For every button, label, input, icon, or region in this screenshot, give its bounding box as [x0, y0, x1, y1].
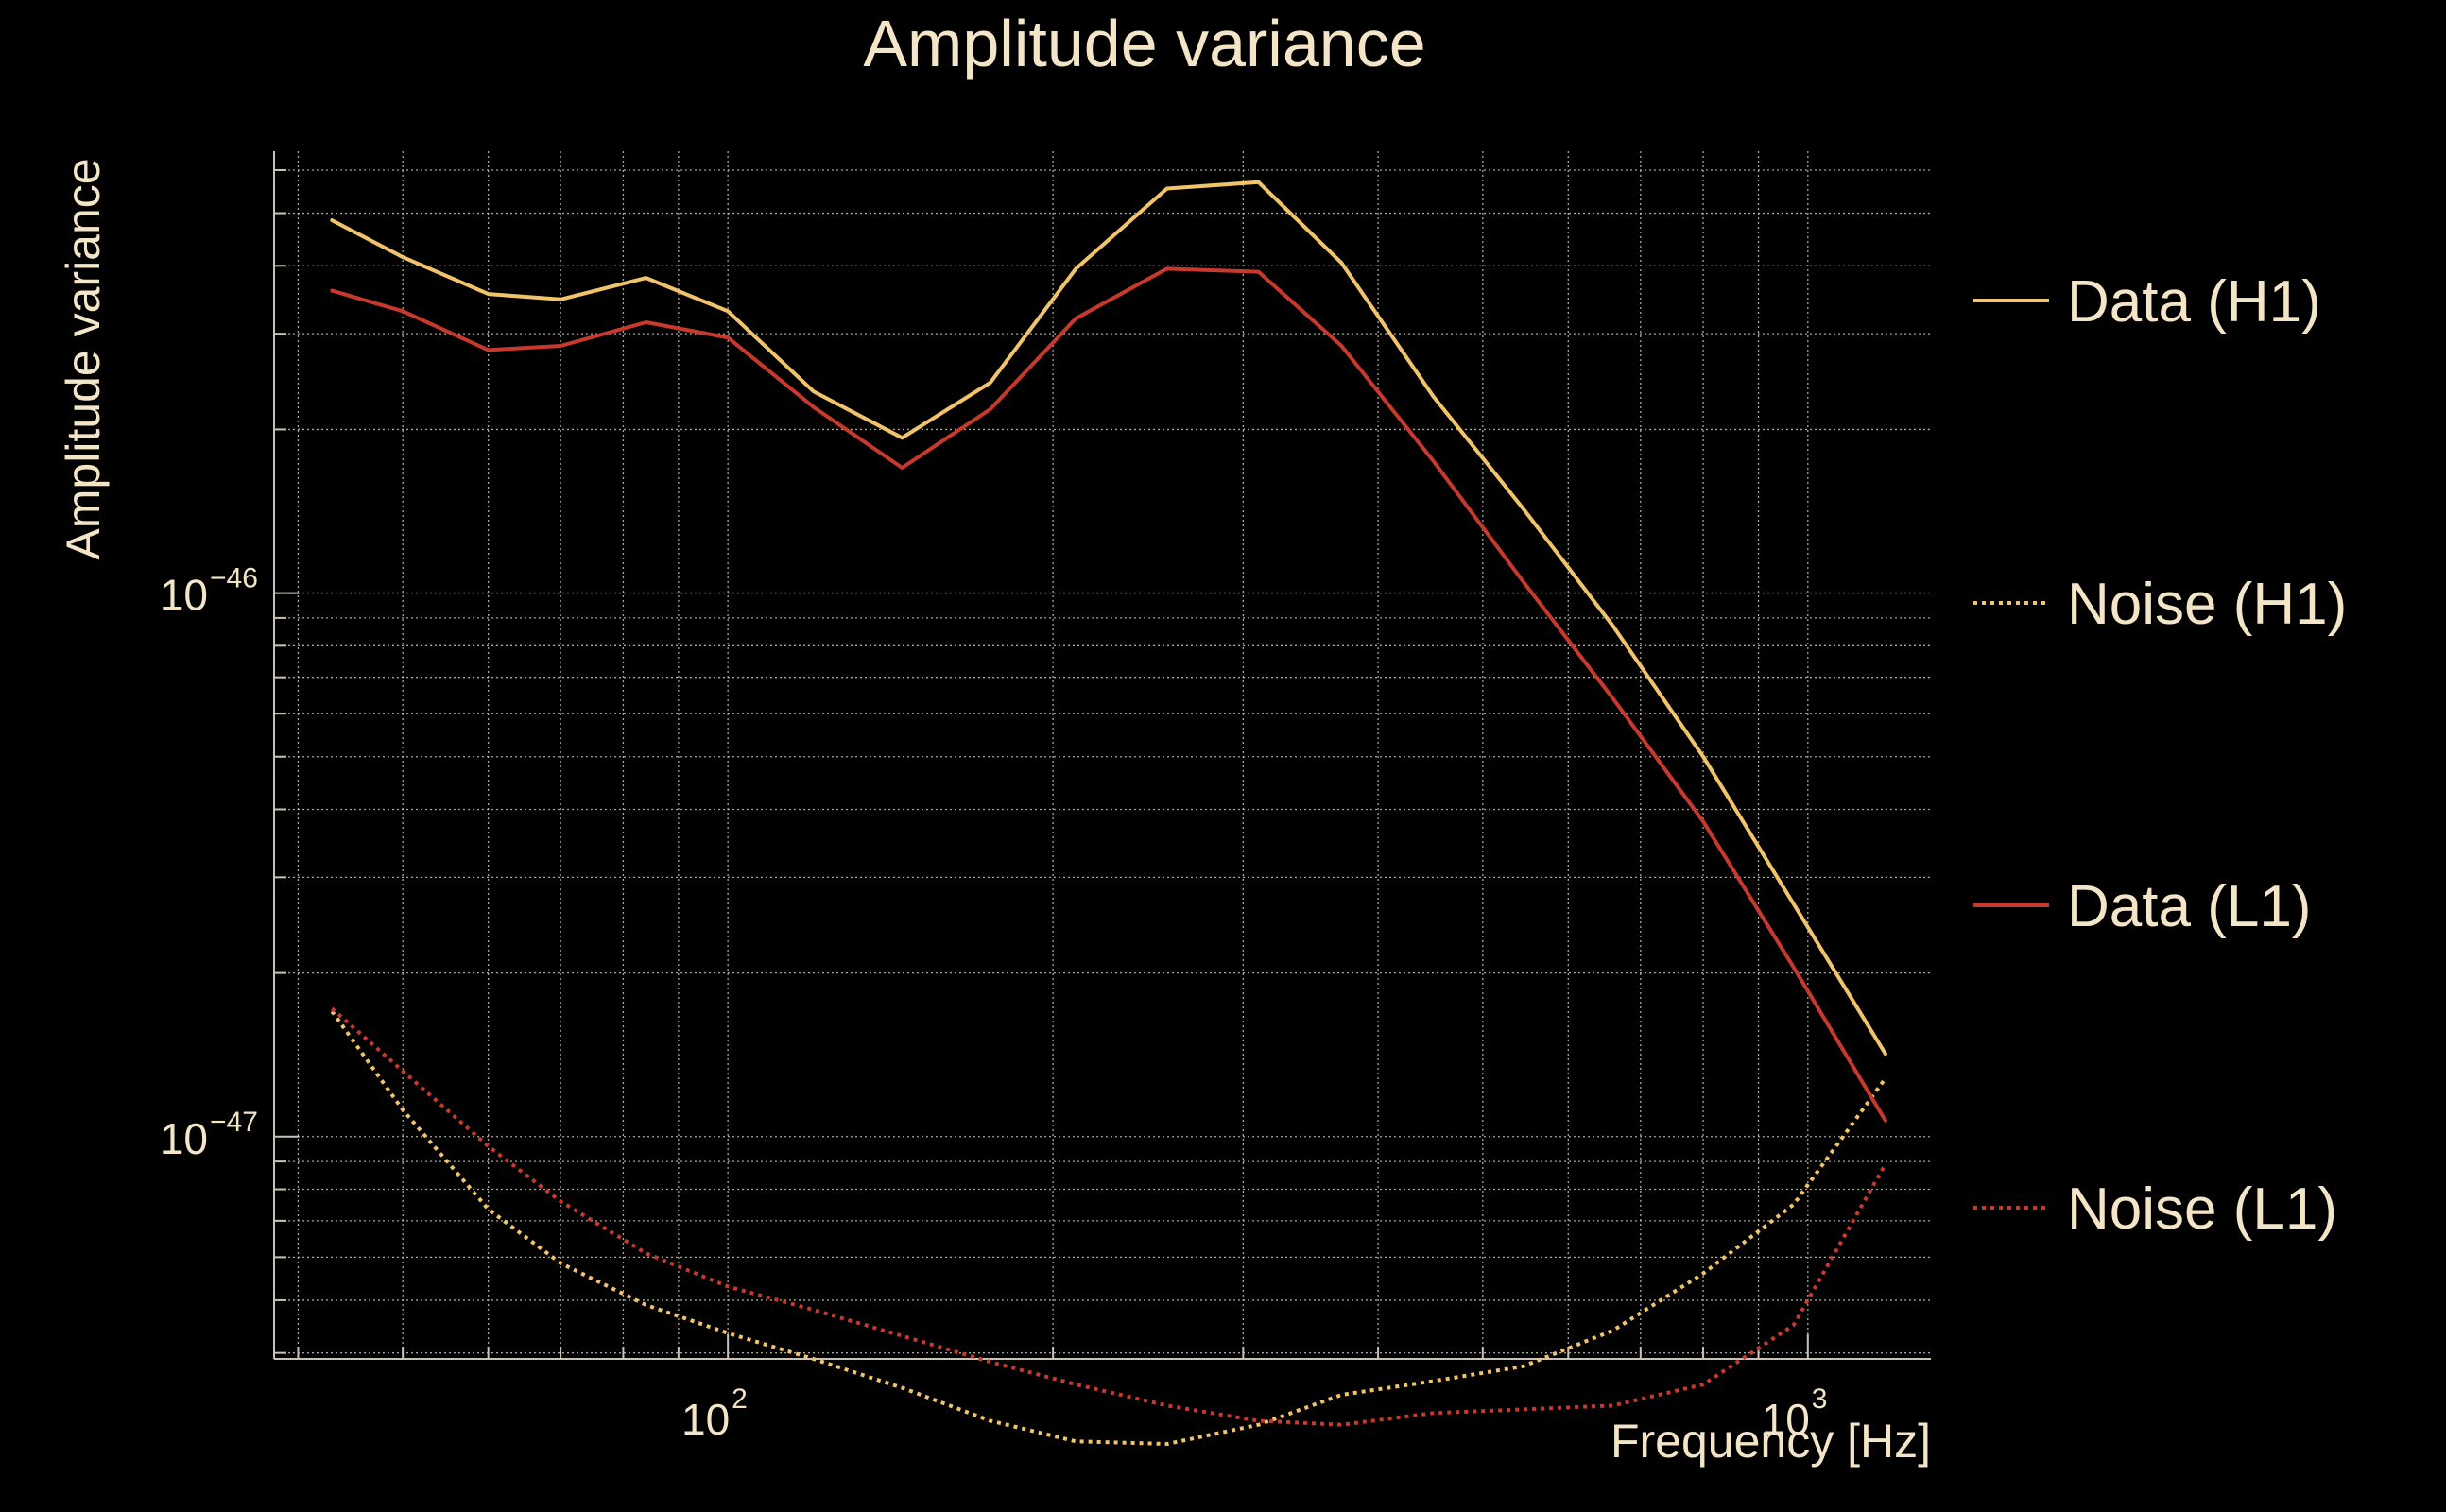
x-tick-label: 10 2: [681, 1383, 748, 1444]
series-line-data-l1: [330, 266, 1887, 1123]
x-tick-exponent: 2: [732, 1383, 748, 1415]
y-axis-label: Amplitude variance: [57, 158, 110, 559]
legend-item: Noise (H1): [1973, 572, 2347, 637]
y-tick-base: 10: [160, 1114, 208, 1163]
legend-label: Noise (H1): [2067, 572, 2347, 637]
x-tick-exponent: 3: [1812, 1383, 1828, 1415]
legend-item: Data (H1): [1973, 269, 2321, 335]
legend-item: Noise (L1): [1973, 1177, 2337, 1242]
series-line-noise-h1: [330, 1010, 1887, 1446]
x-axis-label: Frequency [Hz]: [1611, 1415, 1931, 1468]
legend-label: Noise (L1): [2067, 1177, 2337, 1242]
legend: Data (H1) Noise (H1) Data (L1) Noise (L1): [1973, 269, 2347, 1242]
plot-lines: [330, 180, 1887, 1446]
y-tick-base: 10: [160, 571, 208, 620]
y-tick-exponent: −47: [210, 1107, 258, 1138]
series-line-data-h1: [330, 180, 1887, 1057]
legend-label: Data (L1): [2067, 874, 2311, 939]
chart-title: Amplitude variance: [863, 7, 1425, 80]
x-tick-base: 10: [1762, 1395, 1810, 1444]
y-tick-exponent: −46: [210, 563, 258, 594]
legend-item: Data (L1): [1973, 874, 2311, 939]
x-tick-base: 10: [681, 1395, 730, 1444]
series-line-noise-l1: [330, 1006, 1887, 1427]
y-tick-label: 10 −47: [160, 1107, 258, 1163]
axes: [273, 151, 1931, 1360]
y-tick-label: 10 −46: [160, 563, 258, 620]
legend-label: Data (H1): [2067, 269, 2321, 335]
x-tick-label: 10 3: [1762, 1383, 1828, 1444]
